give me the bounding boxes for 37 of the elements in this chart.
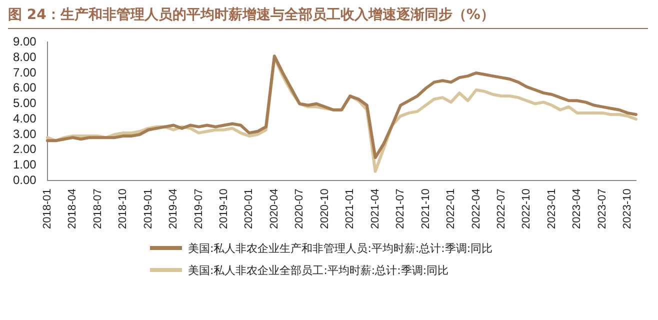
x-tick-label: 2021-07 <box>394 188 407 230</box>
x-tick-label: 2023-07 <box>596 188 608 230</box>
y-tick-label: 0.00 <box>12 172 37 187</box>
y-tick-label: 5.00 <box>12 96 37 110</box>
x-tick-label: 2019-01 <box>142 188 154 230</box>
x-tick-label: 2019-07 <box>192 188 205 230</box>
y-tick-label: 1.00 <box>12 158 37 172</box>
y-tick-label: 2.00 <box>12 142 37 156</box>
y-tick-label: 4.00 <box>12 111 37 126</box>
chart-title: 图 24：生产和非管理人员的平均时薪增速与全部员工收入增速逐渐同步（%） <box>8 6 648 29</box>
x-tick-label: 2018-07 <box>92 188 104 230</box>
y-tick-label: 7.00 <box>12 65 37 80</box>
x-tick-label: 2020-07 <box>294 188 306 230</box>
x-tick-label: 2019-10 <box>218 188 230 230</box>
x-tick-label: 2022-04 <box>470 188 482 230</box>
x-tick-label: 2023-01 <box>546 188 558 230</box>
x-tick-label: 2021-10 <box>420 188 432 230</box>
x-tick-label: 2020-10 <box>318 188 331 230</box>
y-tick-label: 3.00 <box>12 126 37 141</box>
x-tick-label: 2018-04 <box>66 188 79 230</box>
x-tick-label: 2023-04 <box>571 188 584 230</box>
y-tick-label: 8.00 <box>12 50 37 64</box>
x-tick-label: 2020-01 <box>243 188 256 230</box>
y-tick-label: 9.00 <box>12 34 37 49</box>
x-tick-label: 2022-07 <box>495 188 508 230</box>
x-tick-label: 2018-01 <box>41 188 54 230</box>
x-tick-label: 2020-04 <box>268 188 280 230</box>
x-tick-label: 2018-10 <box>117 188 130 230</box>
x-tick-label: 2019-04 <box>168 188 180 230</box>
x-tick-label: 2023-10 <box>622 188 634 230</box>
x-tick-label: 2022-10 <box>520 188 533 230</box>
y-tick-label: 6.00 <box>12 80 37 95</box>
legend-label: 美国:私人非农企业全部员工:平均时薪:总计:季调:同比 <box>188 262 449 278</box>
x-tick-label: 2021-04 <box>369 188 382 230</box>
x-tick-label: 2022-01 <box>445 188 458 230</box>
x-tick-label: 2021-01 <box>344 188 356 230</box>
legend-label: 美国:私人非农企业生产和非管理人员:平均时薪:总计:季调:同比 <box>188 240 493 256</box>
